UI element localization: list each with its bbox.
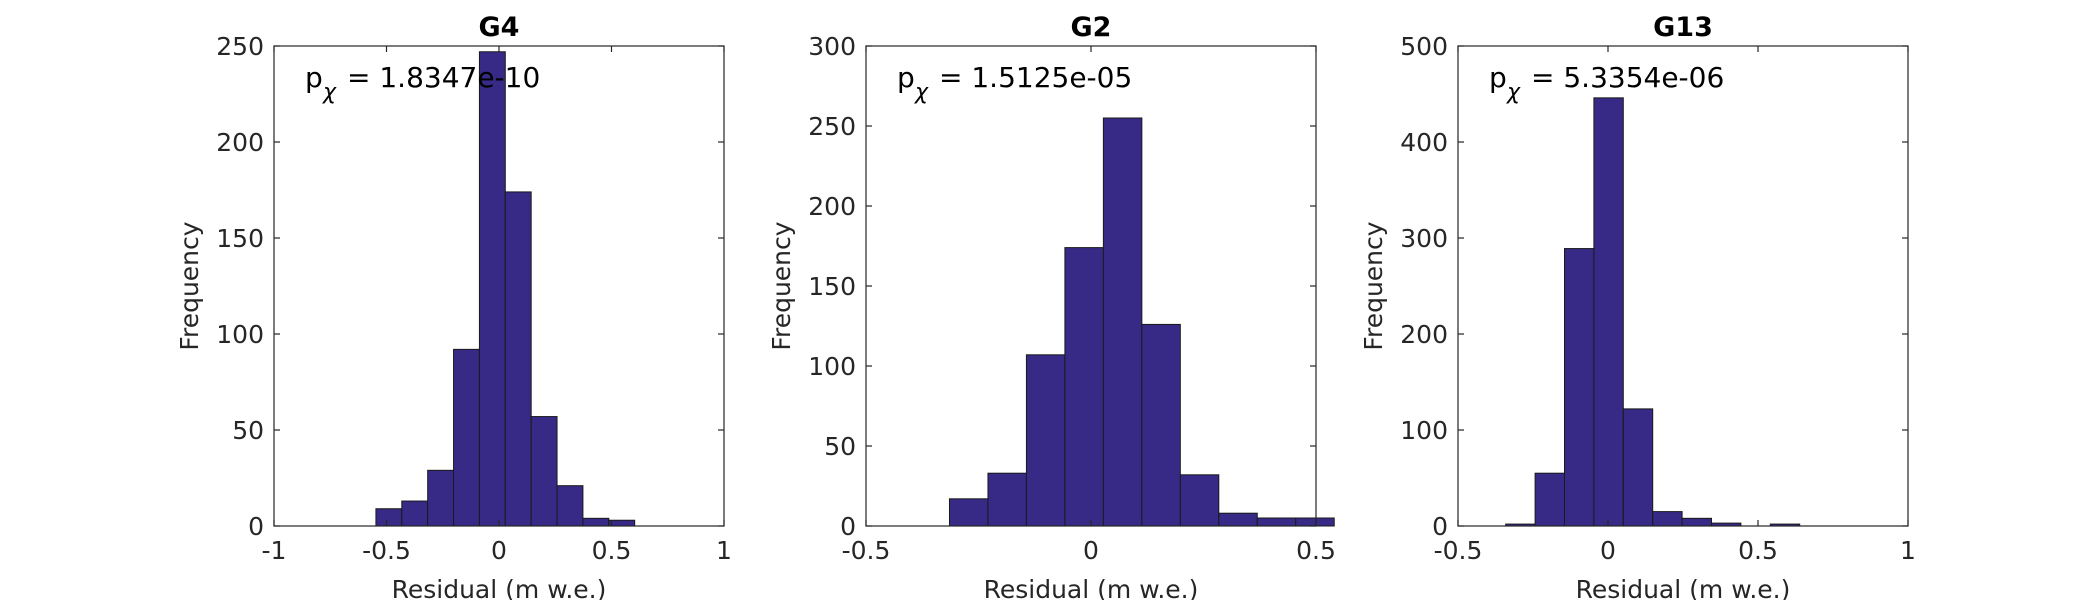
y-tick-label: 200: [1400, 320, 1448, 349]
y-tick-label: 50: [824, 432, 856, 461]
histogram-bar: [948, 498, 989, 527]
y-tick-label: 0: [1432, 512, 1448, 541]
y-tick-label: 300: [808, 32, 856, 61]
y-tick-label: 200: [808, 192, 856, 221]
histogram-bar: [556, 485, 584, 527]
p-value-symbol: p: [897, 61, 915, 94]
y-axis-label: Frequency: [175, 221, 204, 350]
histogram-bar: [1534, 472, 1565, 527]
histogram-bar: [987, 472, 1027, 527]
x-tick-label: -0.5: [1434, 536, 1483, 565]
p-value-subscript: χ: [914, 80, 929, 105]
histogram-bar: [1141, 323, 1181, 527]
histogram-bar: [1295, 517, 1335, 527]
y-tick-label: 400: [1400, 128, 1448, 157]
y-tick-label: 100: [808, 352, 856, 381]
p-value-symbol: p: [1489, 61, 1507, 94]
y-tick-label: 0: [248, 512, 264, 541]
histogram-bar: [1652, 511, 1683, 527]
x-tick-label: 0.5: [1296, 536, 1336, 565]
y-tick-label: 500: [1400, 32, 1448, 61]
histogram-bar: [375, 508, 403, 527]
y-axis-label: Frequency: [1359, 221, 1388, 350]
x-tick-label: -0.5: [362, 536, 411, 565]
histogram-bar: [530, 416, 558, 527]
p-value-text: = 1.5125e-05: [939, 61, 1132, 94]
histogram-bar: [1622, 408, 1654, 527]
x-tick-label: 0: [1600, 536, 1616, 565]
p-value-symbol: p: [305, 61, 323, 94]
histogram-bar: [453, 348, 480, 527]
y-tick-label: 300: [1400, 224, 1448, 253]
histogram-bar: [1102, 117, 1143, 527]
p-value-subscript: χ: [1506, 80, 1521, 105]
x-tick-label: 0.5: [592, 536, 632, 565]
x-tick-label: 1: [1900, 536, 1916, 565]
p-value-text: = 1.8347e-10: [347, 61, 540, 94]
chart-panel-1: -1 -0.5 0 0.5 1 0 50 100 150 200 250 G4 Residual (m …: [175, 12, 732, 600]
y-tick-label: 100: [1400, 416, 1448, 445]
x-tick-label: -0.5: [842, 536, 891, 565]
chart-title: G2: [1071, 12, 1112, 43]
y-tick-label: 0: [840, 512, 856, 541]
histogram-bar: [1179, 474, 1220, 527]
histogram-bar: [1564, 248, 1595, 527]
histogram-bar: [1681, 517, 1712, 527]
histogram-bar: [1064, 247, 1104, 527]
x-axis-label: Residual (m w.e.): [984, 575, 1199, 600]
histogram-bar: [478, 51, 506, 527]
x-tick-label: 0: [491, 536, 507, 565]
y-tick-label: 250: [216, 32, 264, 61]
histogram-bar: [504, 191, 532, 527]
x-axis-label: Residual (m w.e.): [392, 575, 607, 600]
histogram-bar: [1025, 354, 1066, 527]
histogram-bar: [401, 500, 429, 527]
x-tick-label: -1: [262, 536, 287, 565]
x-tick-label: 0.5: [1738, 536, 1778, 565]
x-tick-label: 0: [1083, 536, 1099, 565]
histogram-bar: [1593, 97, 1624, 527]
axes-frame: [1457, 45, 1909, 527]
y-tick-label: 200: [216, 128, 264, 157]
y-tick-label: 150: [216, 224, 264, 253]
histogram-bar: [1256, 517, 1297, 527]
p-value-subscript: χ: [322, 80, 337, 105]
y-tick-label: 150: [808, 272, 856, 301]
histogram-bar: [582, 517, 610, 527]
chart-title: G13: [1653, 12, 1713, 43]
x-tick-label: 1: [716, 536, 732, 565]
x-axis-label: Residual (m w.e.): [1576, 575, 1791, 600]
chart-title: G4: [479, 12, 520, 43]
y-tick-label: 50: [232, 416, 264, 445]
p-value-text: = 5.3354e-06: [1531, 61, 1724, 94]
histogram-bar: [608, 519, 636, 527]
histogram-bar: [1218, 512, 1258, 527]
y-axis-label: Frequency: [767, 221, 796, 350]
histogram-bar: [427, 469, 455, 527]
y-tick-label: 100: [216, 320, 264, 349]
y-tick-label: 250: [808, 112, 856, 141]
